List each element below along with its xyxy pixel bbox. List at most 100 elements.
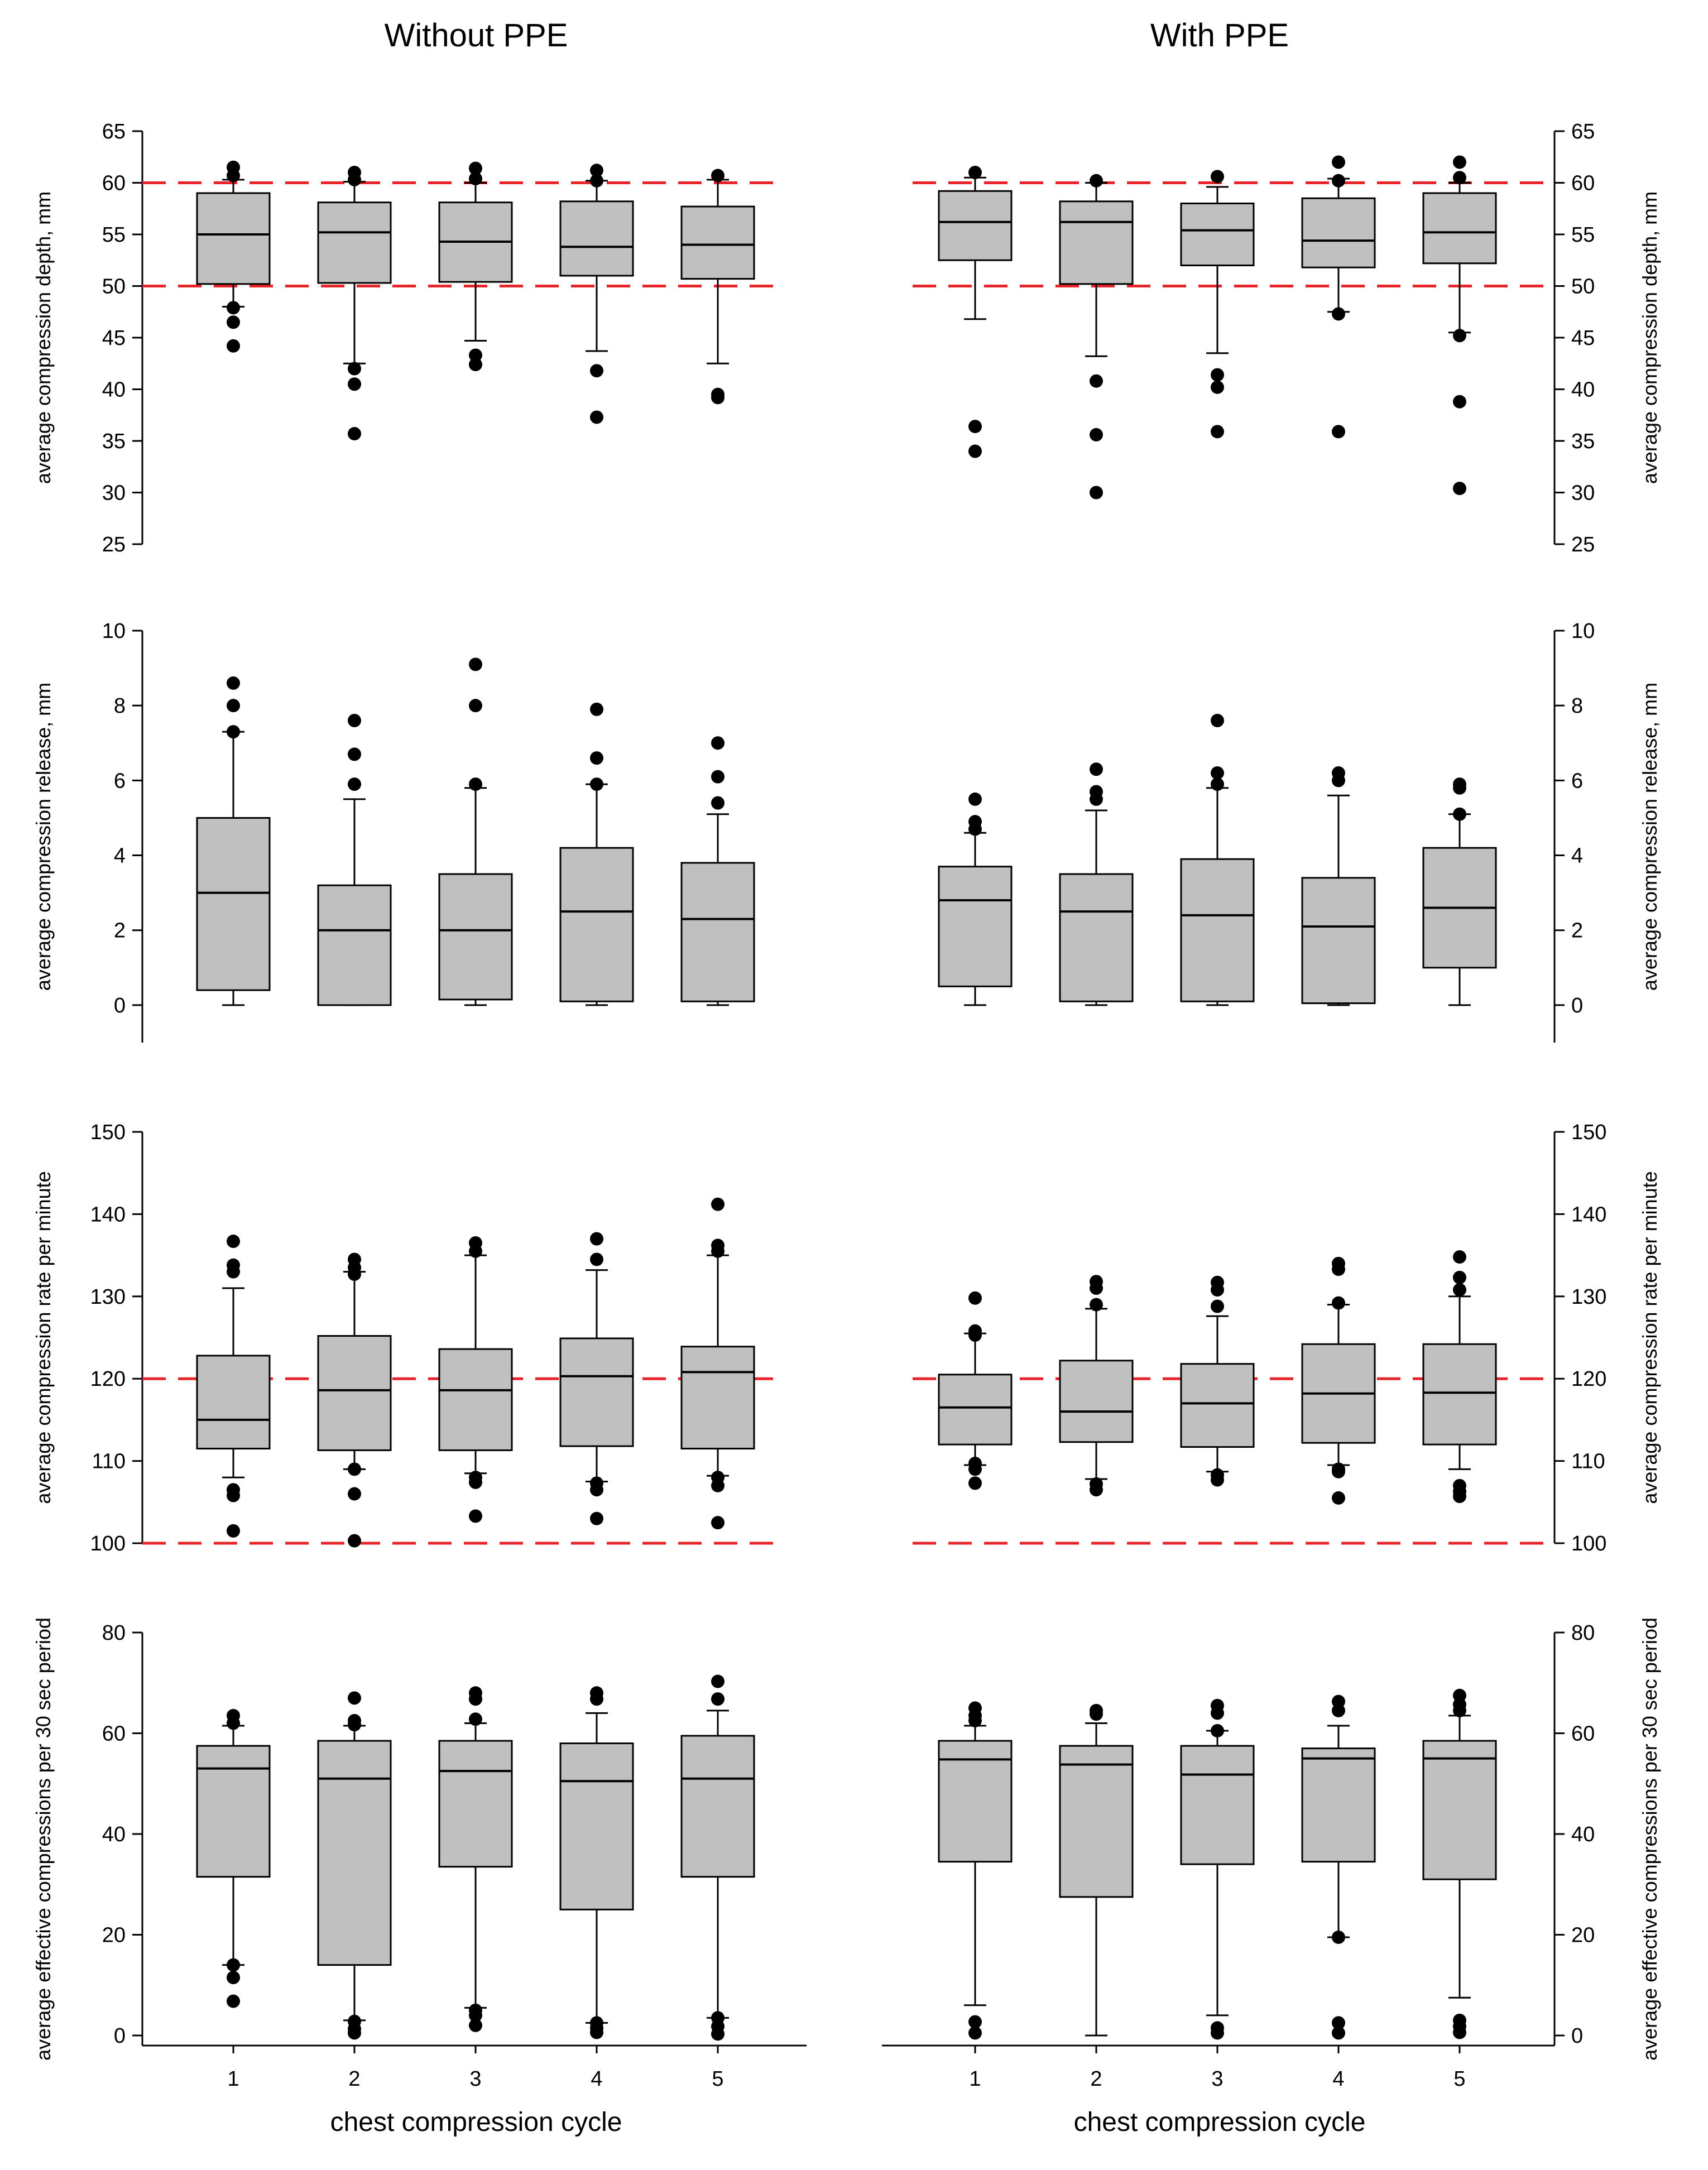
panel-1-left-y-tick-label: 65 bbox=[102, 120, 126, 143]
panel-2-left-box-2 bbox=[317, 884, 392, 1006]
panel-3-left-outlier bbox=[227, 1489, 240, 1502]
panel-2-left-outlier bbox=[590, 751, 603, 765]
panel-3-left-outlier bbox=[348, 1268, 361, 1281]
panel-4-left-outlier bbox=[348, 1691, 361, 1705]
panel-3-left-outlier bbox=[590, 1483, 603, 1497]
panel-3-right-box-3 bbox=[1180, 1363, 1255, 1448]
panel-3-left-y-tick-label: 140 bbox=[90, 1203, 126, 1226]
panel-3-left-outlier bbox=[590, 1511, 603, 1525]
panel-2-left-y-tick-label: 10 bbox=[102, 620, 126, 643]
panel-3-right-y-axis-label: average compression rate per minute bbox=[1638, 1171, 1661, 1504]
panel-4-left-x-tick-label: 1 bbox=[227, 2067, 239, 2091]
panel-1-right-y-axis-label: average compression depth, mm bbox=[1638, 191, 1661, 484]
panel-2-right-box-3 bbox=[1180, 858, 1255, 1002]
panel-1-right-y-tick-label: 30 bbox=[1571, 482, 1595, 505]
panel-3-left-outlier bbox=[227, 1265, 240, 1279]
panel-3-left-outlier bbox=[469, 1475, 482, 1489]
panel-1-left-y-tick-label: 40 bbox=[102, 378, 126, 402]
panel-3-right-y-tick-label: 100 bbox=[1571, 1532, 1606, 1556]
panel-4-left-box-2 bbox=[317, 1740, 392, 1966]
panel-4-left-y-axis-label: average effective compressions per 30 se… bbox=[32, 1617, 55, 2061]
panel-3-left-box-2 bbox=[317, 1335, 392, 1451]
panel-4-left-y-tick-label: 60 bbox=[102, 1722, 126, 1745]
panel-1-right-outlier bbox=[968, 420, 982, 434]
panel-1-right-y-tick-label: 60 bbox=[1571, 172, 1595, 195]
panel-1-left-outlier bbox=[227, 315, 240, 329]
panel-2-right-y-tick-label: 10 bbox=[1571, 620, 1595, 643]
panel-4-right-x-tick-label: 3 bbox=[1211, 2067, 1223, 2091]
panel-1-right-y-tick-label: 55 bbox=[1571, 223, 1595, 247]
panel-3-left-outlier bbox=[711, 1516, 725, 1530]
panel-4-left-outlier bbox=[711, 1692, 725, 1706]
panel-3-left-outlier bbox=[348, 1462, 361, 1476]
panel-3-right-box-1 bbox=[938, 1374, 1013, 1446]
panel-3-right-outlier bbox=[1332, 1262, 1345, 1276]
panel-1-right-y-tick-label: 50 bbox=[1571, 275, 1595, 299]
panel-1-left-box-1 bbox=[196, 192, 271, 285]
panel-1-left-outlier bbox=[227, 339, 240, 353]
panel-3-right-outlier bbox=[1332, 1296, 1345, 1310]
panel-1-right-outlier bbox=[1090, 486, 1103, 500]
panel-1-right-outlier bbox=[1211, 170, 1224, 184]
panel-3-right-outlier bbox=[1453, 1270, 1466, 1284]
panel-3-left-outlier bbox=[227, 1524, 240, 1538]
panel-1-left-y-tick-label: 50 bbox=[102, 275, 126, 299]
panel-2-left-y-tick-label: 8 bbox=[114, 694, 126, 718]
panel-4-right-outlier bbox=[968, 2026, 982, 2040]
panel-4-right-x-tick-label: 2 bbox=[1090, 2067, 1102, 2091]
panel-1-right-outlier bbox=[1453, 171, 1466, 185]
panel-1-right-outlier bbox=[1332, 425, 1345, 439]
panel-3-left-y-tick-label: 130 bbox=[90, 1285, 126, 1309]
panel-2-right-y-tick-label: 6 bbox=[1571, 769, 1583, 793]
panel-2-right-outlier bbox=[1090, 762, 1103, 776]
panel-4-left-y-tick-label: 0 bbox=[114, 2024, 126, 2048]
panel-2-left-outlier bbox=[348, 777, 361, 791]
panel-1-left-outlier bbox=[348, 427, 361, 441]
panel-4-right-y-tick-label: 80 bbox=[1571, 1621, 1595, 1645]
panel-3-left-outlier bbox=[348, 1534, 361, 1548]
panel-3-right-box-2 bbox=[1059, 1360, 1134, 1443]
panel-2-right-y-tick-label: 4 bbox=[1571, 844, 1583, 868]
panel-1-right-box-4 bbox=[1301, 197, 1376, 268]
panel-1-right-y-tick-label: 65 bbox=[1571, 120, 1595, 143]
panel-3-left-outlier bbox=[348, 1487, 361, 1501]
panel-4-left-box-1 bbox=[196, 1745, 271, 1878]
panel-3-right-y-tick-label: 140 bbox=[1571, 1203, 1606, 1226]
panel-2-right-outlier bbox=[968, 792, 982, 806]
panel-2-right-y-tick-label: 0 bbox=[1571, 994, 1583, 1017]
panel-4-left-outlier bbox=[711, 2027, 725, 2041]
panel-4-right-y-tick-label: 40 bbox=[1571, 1823, 1595, 1846]
panel-2-right-box-2 bbox=[1059, 873, 1134, 1002]
panel-3-right-outlier bbox=[1090, 1281, 1103, 1295]
panel-3-left-outlier bbox=[711, 1244, 725, 1258]
panel-1-right-outlier bbox=[1211, 425, 1224, 439]
panel-3-right-outlier bbox=[968, 1328, 982, 1342]
panel-4-left-x-tick-label: 5 bbox=[712, 2067, 723, 2091]
panel-4-left-outlier bbox=[227, 1994, 240, 2008]
panel-3-left-box-3 bbox=[438, 1348, 513, 1451]
panel-1-right-box-2 bbox=[1059, 200, 1134, 285]
panel-4-left-outlier bbox=[227, 1958, 240, 1972]
panel-1-right-box-3 bbox=[1180, 203, 1255, 266]
panel-4-left-x-tick-label: 2 bbox=[348, 2067, 360, 2091]
panel-4-left-box-5 bbox=[680, 1735, 755, 1878]
panel-1-left-outlier bbox=[590, 164, 603, 177]
panel-1-left-outlier bbox=[348, 377, 361, 391]
panel-1-right-y-tick-label: 45 bbox=[1571, 327, 1595, 350]
panel-2-left-outlier bbox=[590, 702, 603, 716]
panel-2-right-outlier bbox=[1090, 792, 1103, 806]
panel-3-left-outlier bbox=[711, 1478, 725, 1492]
panel-3-right-outlier bbox=[1211, 1473, 1224, 1487]
panel-1-right-outlier bbox=[1332, 307, 1345, 321]
panel-2-left-outlier bbox=[469, 777, 482, 791]
panel-2-right-outlier bbox=[1211, 766, 1224, 780]
panel-1-right-outlier bbox=[1453, 329, 1466, 343]
panel-1-right-box-5 bbox=[1422, 192, 1497, 265]
panel-3-left-y-tick-label: 100 bbox=[90, 1532, 126, 1556]
left-x-axis-title: chest compression cycle bbox=[330, 2107, 622, 2137]
panel-1-right-outlier bbox=[1090, 174, 1103, 188]
panel-2-right-outlier bbox=[1211, 714, 1224, 728]
panel-3-right-outlier bbox=[1211, 1299, 1224, 1313]
panel-1-left-y-tick-label: 35 bbox=[102, 430, 126, 453]
panel-3-right-outlier bbox=[968, 1462, 982, 1476]
